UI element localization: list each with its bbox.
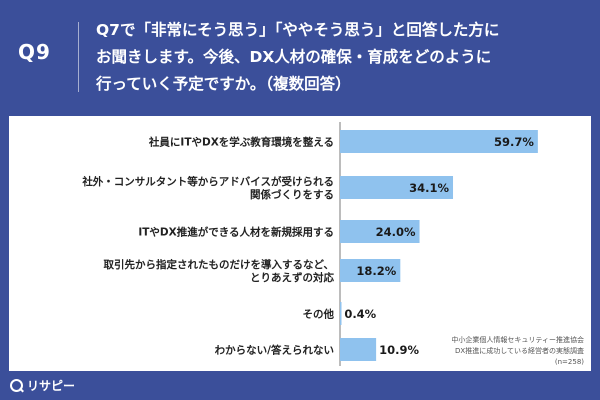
question-number: Q9 bbox=[18, 40, 51, 64]
question-header: Q9 Q7で「非常にそう思う」「ややそう思う」と回答した方に お聞きします。今後… bbox=[0, 0, 600, 112]
bar-chart: 中小企業個人情報セキュリティー推進協会 DX推進に成功している経営者の実態調査 (n… bbox=[81, 122, 584, 366]
data-label: 18.2% bbox=[356, 264, 396, 278]
data-label: 0.4% bbox=[344, 307, 376, 321]
category-label: 社外・コンサルタント等からアドバイスが受けられる bbox=[81, 175, 334, 188]
source-note-line: DX推進に成功している経営者の実態調査 bbox=[455, 346, 584, 355]
bar bbox=[340, 176, 454, 199]
bar bbox=[340, 130, 538, 153]
source-note-line: (n=258) bbox=[555, 358, 584, 366]
category-label: その他 bbox=[303, 308, 335, 321]
header-divider bbox=[78, 22, 79, 92]
brand-name: リサピー bbox=[27, 379, 76, 393]
bar bbox=[340, 302, 342, 325]
category-label: わからない/答えられない bbox=[215, 344, 334, 357]
footer: リサピー bbox=[0, 371, 600, 400]
bar bbox=[340, 259, 401, 282]
bar bbox=[340, 220, 420, 243]
source-note-line: 中小企業個人情報セキュリティー推進協会 bbox=[451, 335, 584, 344]
data-label: 24.0% bbox=[376, 225, 416, 239]
magnifier-icon bbox=[10, 379, 23, 392]
category-label: 関係づくりをする bbox=[250, 188, 334, 201]
question-title: Q7で「非常にそう思う」「ややそう思う」と回答した方に お聞きします。今後、DX… bbox=[96, 21, 500, 93]
chart-card: 中小企業個人情報セキュリティー推進協会 DX推進に成功している経営者の実態調査 (n… bbox=[9, 116, 591, 371]
category-label: ITやDX推進ができる人材を新規採用する bbox=[138, 226, 334, 239]
brand-logo: リサピー bbox=[10, 377, 75, 394]
category-label: 取引先から指定されたものだけを導入するなど、 bbox=[104, 258, 334, 271]
data-label: 59.7% bbox=[494, 135, 534, 149]
data-label: 10.9% bbox=[379, 343, 419, 357]
bar bbox=[340, 338, 377, 361]
category-label: 社員にITやDXを学ぶ教育環境を整える bbox=[148, 136, 334, 149]
category-label: とりあえずの対応 bbox=[250, 271, 334, 284]
data-label: 34.1% bbox=[409, 181, 449, 195]
